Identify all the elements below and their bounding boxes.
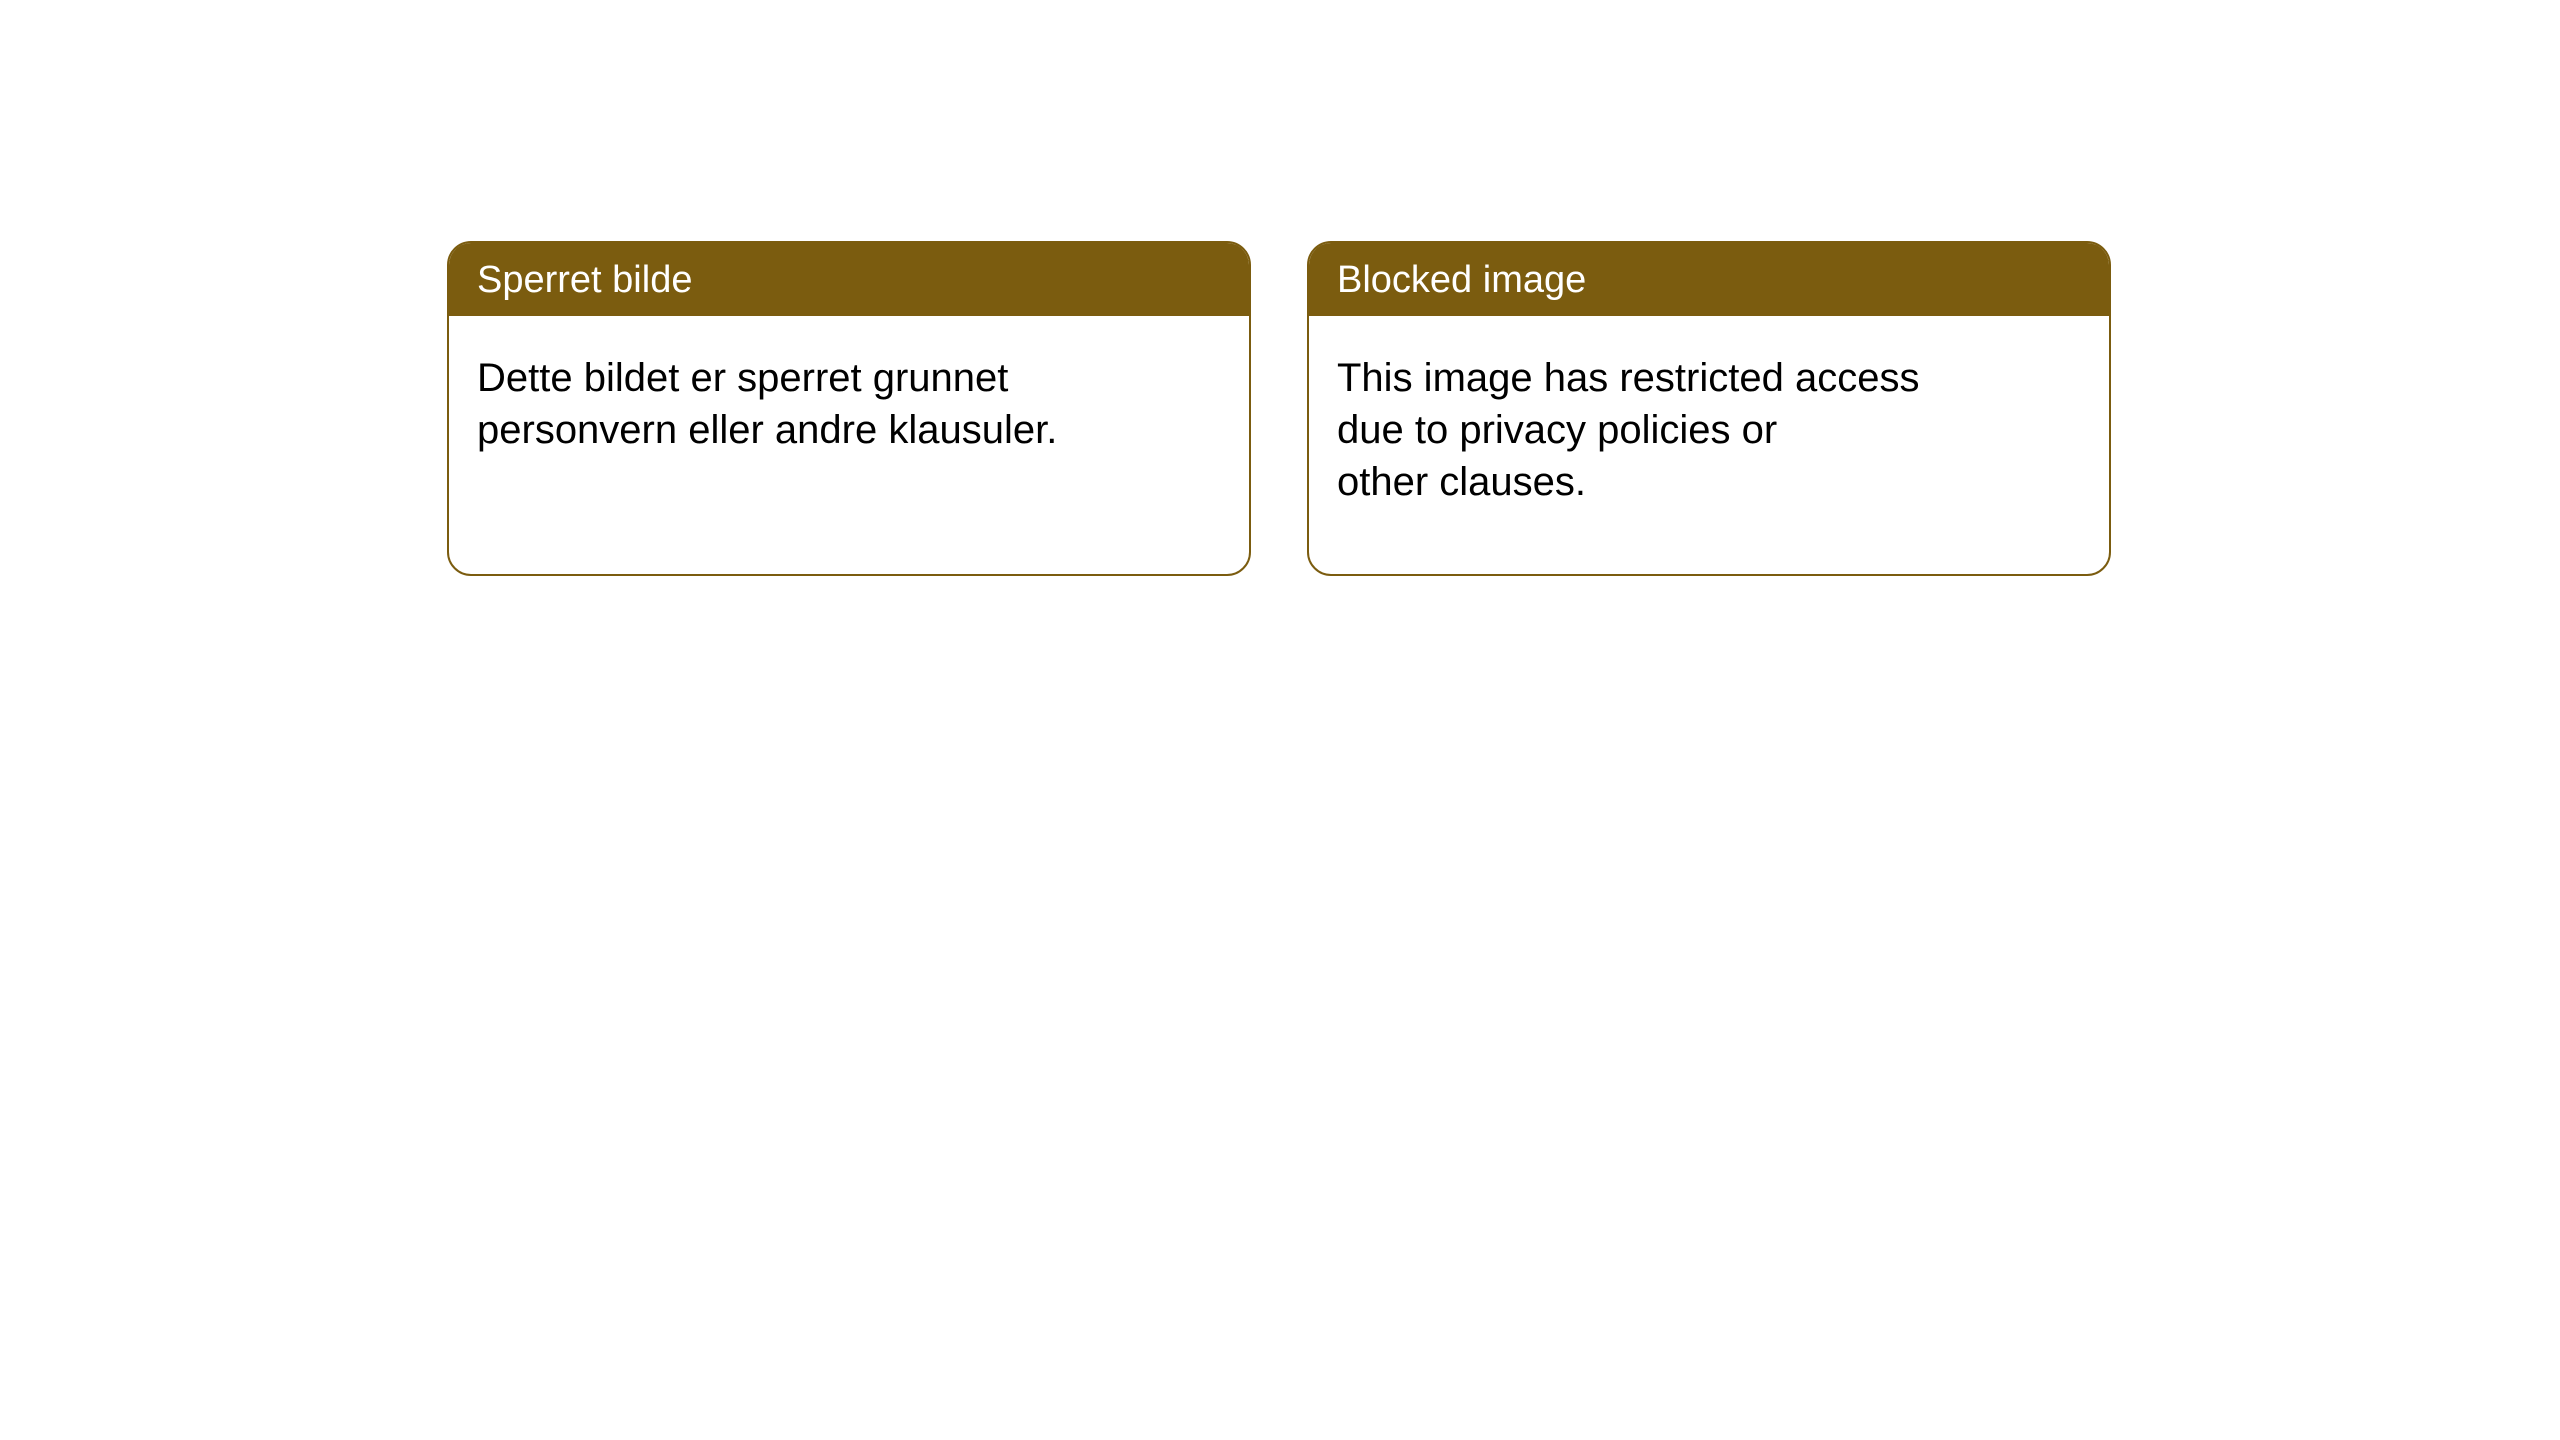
notice-card-header-en: Blocked image	[1309, 243, 2109, 316]
notice-card-body-en: This image has restricted access due to …	[1309, 316, 2109, 536]
notice-card-body-no: Dette bildet er sperret grunnet personve…	[449, 316, 1249, 484]
notice-cards-row: Sperret bilde Dette bildet er sperret gr…	[447, 241, 2111, 576]
notice-card-no: Sperret bilde Dette bildet er sperret gr…	[447, 241, 1251, 576]
notice-card-header-no: Sperret bilde	[449, 243, 1249, 316]
canvas: Sperret bilde Dette bildet er sperret gr…	[0, 0, 2560, 1440]
notice-card-en: Blocked image This image has restricted …	[1307, 241, 2111, 576]
